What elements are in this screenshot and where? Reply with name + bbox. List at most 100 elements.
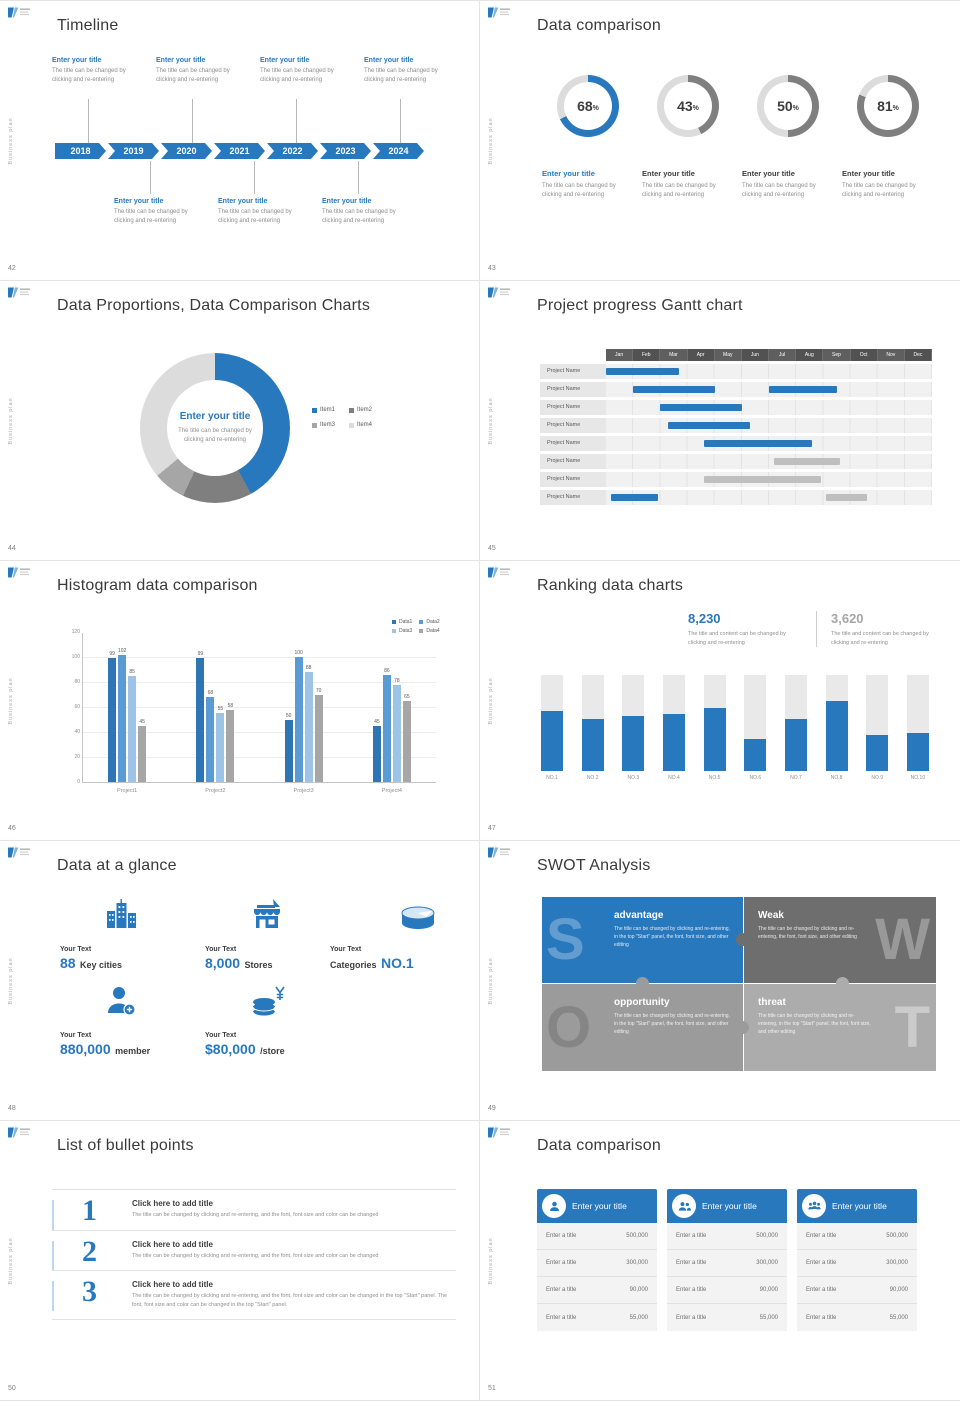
side-label: Business plan xyxy=(8,116,14,165)
ranking-track xyxy=(744,675,767,771)
slide-48-data-at-a-glance[interactable]: Business plan Data at a glance Your Text… xyxy=(0,841,480,1121)
ring-item: 50% Enter your title The title can be chan… xyxy=(742,75,834,201)
swot-heading: opportunity xyxy=(614,997,670,1008)
ring-title: Enter your title xyxy=(842,169,895,178)
gantt-row-label: Project Name xyxy=(540,364,606,379)
timeline-entry: Enter your title The title can be changed… xyxy=(218,161,310,249)
gantt-table: Jan Feb Mar Apr May Jun Jul Aug Sep Oct Nov Dec Proj… xyxy=(540,349,933,505)
histogram-plot: 0 20 40 60 80 100 120 99 102 85 45 Project1 99 68 55 58… xyxy=(72,629,436,794)
gantt-month-cell: Jan xyxy=(606,349,634,361)
slide-title: Ranking data charts xyxy=(537,577,684,594)
donut-center: Enter your title The title can be change… xyxy=(167,380,263,476)
brand-logo xyxy=(8,287,30,298)
card-row-label: Enter a title xyxy=(546,1233,577,1239)
slide-47-ranking[interactable]: Business plan Ranking data charts 8,230 … xyxy=(480,561,960,841)
stat-number: 3,620 xyxy=(831,611,864,626)
legend-swatch xyxy=(419,629,424,633)
ring-percent-value: 68 xyxy=(577,98,593,114)
percent-sign: % xyxy=(892,105,899,112)
slide-43-data-comparison[interactable]: Business plan Data comparison 68% Enter y… xyxy=(480,1,960,281)
slide-number: 42 xyxy=(8,265,16,272)
swot-letter: W xyxy=(875,907,930,972)
gantt-row-label: Project Name xyxy=(540,472,606,487)
legend-swatch xyxy=(392,620,396,624)
bar-value-label: 58 xyxy=(227,702,234,709)
timeline-entry: Enter your title The title can be changed… xyxy=(322,161,414,249)
bullet-heading: Click here to add title xyxy=(132,1280,213,1290)
slide-50-bullet-list[interactable]: Business plan List of bullet points 1 Cli… xyxy=(0,1121,480,1401)
timeline-connector xyxy=(400,99,401,143)
slide-45-gantt[interactable]: Business plan Project progress Gantt cha… xyxy=(480,281,960,561)
side-label: Business plan xyxy=(8,956,14,1005)
swot-heading: threat xyxy=(758,997,786,1008)
slide-number: 45 xyxy=(488,545,496,552)
gantt-row-label: Project Name xyxy=(540,418,606,433)
gantt-bar xyxy=(703,476,821,483)
slide-title: Timeline xyxy=(57,17,119,34)
comparison-card: Enter your title Enter a title 500,000 Ente… xyxy=(667,1189,787,1331)
timeline-entry: Enter your title The title can be changed… xyxy=(156,57,248,143)
gantt-month-cell: Jul xyxy=(769,349,797,361)
gantt-row-label: Project Name xyxy=(540,454,606,469)
swot-heading: advantage xyxy=(614,910,664,921)
ring-caption: The title can be changed by clicking and… xyxy=(742,183,816,199)
card-row: Enter a title 300,000 xyxy=(537,1250,657,1277)
gantt-row-track xyxy=(606,400,932,415)
timeline-connector xyxy=(88,99,89,143)
timeline-entry-title: Enter your title xyxy=(260,57,310,64)
ranking-track xyxy=(866,675,889,771)
timeline-entry-body: The title can be changed by clicking and… xyxy=(156,68,230,83)
legend-label: Data2 xyxy=(426,619,440,625)
bar-value-label: 65 xyxy=(404,693,410,700)
bullet-item: 2 Click here to add title The title can be… xyxy=(52,1229,456,1271)
slide-51-data-comparison-cards[interactable]: Business plan Data comparison Enter your… xyxy=(480,1121,960,1401)
stat-item-members: Your Text 880,000 member xyxy=(58,985,198,1061)
category-label: Project2 xyxy=(205,788,226,794)
ranking-column: NO.6 xyxy=(741,675,769,781)
donut-center-title: Enter your title xyxy=(179,411,251,422)
side-label: Business plan xyxy=(8,676,14,725)
card-row-label: Enter a title xyxy=(806,1260,837,1266)
side-label: Business plan xyxy=(8,1236,14,1285)
timeline-entry-body: The title can be changed by clicking and… xyxy=(218,209,292,224)
bar-value-label: 102 xyxy=(117,647,127,654)
card-row: Enter a title 500,000 xyxy=(537,1223,657,1250)
ranking-label: NO.7 xyxy=(790,775,802,781)
legend-item: Item1 xyxy=(312,407,335,413)
timeline-entry-body: The title can be changed by clicking and… xyxy=(364,68,438,83)
legend-item: Item3 xyxy=(312,422,335,428)
comparison-card: Enter your title Enter a title 500,000 Ente… xyxy=(797,1189,917,1331)
slide-title: Data comparison xyxy=(537,17,661,34)
timeline-entry-body: The title can be changed by clicking and… xyxy=(52,68,126,83)
slide-44-data-proportions[interactable]: Business plan Data Proportions, Data Com… xyxy=(0,281,480,561)
histogram-bar: 86 xyxy=(382,668,391,782)
stat-block: 8,230 The title and content can be chang… xyxy=(688,611,816,647)
bar-value-label: 78 xyxy=(394,677,400,684)
gantt-month-cell: Oct xyxy=(850,349,878,361)
donut-center-caption: The title can be changed by clicking and… xyxy=(178,428,252,443)
bar-value-label: 100 xyxy=(294,650,303,656)
slide-46-histogram[interactable]: Business plan Histogram data comparison … xyxy=(0,561,480,841)
gantt-row-track xyxy=(606,454,932,469)
slide-42-timeline[interactable]: Business plan Timeline Enter your title T… xyxy=(0,1,480,281)
percent-sign: % xyxy=(792,105,799,112)
gantt-bar xyxy=(611,494,658,501)
categories-icon xyxy=(400,905,436,937)
ranking-column: NO.2 xyxy=(579,675,607,781)
swot-connector xyxy=(836,977,849,990)
ring-percent-value: 81 xyxy=(877,98,893,114)
bar-value-label: 45 xyxy=(139,718,145,725)
timeline-year-chip: 2018 xyxy=(55,143,106,159)
timeline-years: 2018 2019 2020 2021 2022 2023 2024 xyxy=(55,143,424,159)
card-row: Enter a title 500,000 xyxy=(667,1223,787,1250)
store-icon xyxy=(251,899,283,934)
ranking-track xyxy=(581,675,604,771)
gantt-row-label: Project Name xyxy=(540,382,606,397)
gantt-month-cell: Sep xyxy=(823,349,851,361)
bullet-heading: Click here to add title xyxy=(132,1199,213,1208)
card-row-label: Enter a title xyxy=(676,1233,707,1239)
city-icon xyxy=(106,899,140,934)
brand-logo xyxy=(488,7,510,18)
swot-body: The title can be changed by clicking and… xyxy=(758,1013,871,1035)
